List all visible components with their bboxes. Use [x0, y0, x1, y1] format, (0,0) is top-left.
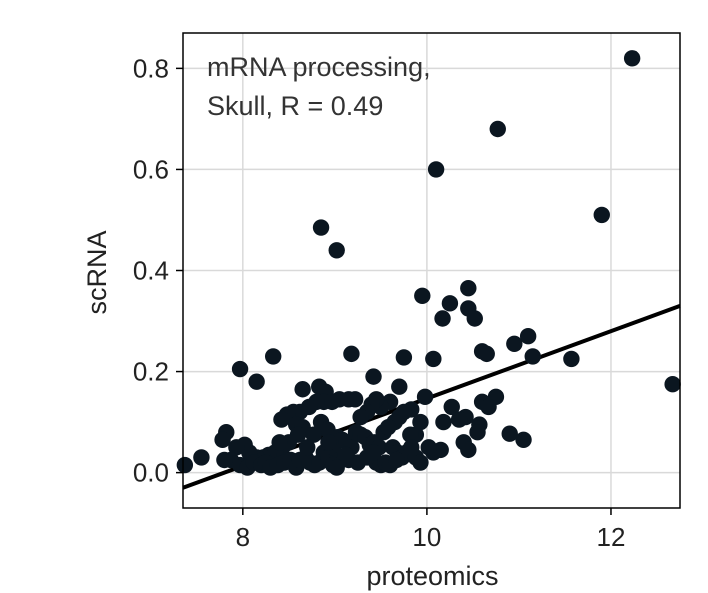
y-tick-label: 0.4 — [133, 256, 169, 286]
data-point — [460, 441, 477, 459]
data-point — [305, 426, 322, 443]
data-point — [294, 381, 311, 398]
data-point — [337, 446, 355, 464]
data-point — [273, 411, 290, 428]
x-tick-label: 12 — [597, 522, 626, 552]
annotation-line-1: mRNA processing, — [207, 52, 431, 82]
data-point — [299, 439, 316, 456]
data-point — [214, 431, 231, 448]
data-point — [623, 50, 641, 67]
data-point — [328, 459, 345, 476]
x-tick-label: 8 — [236, 522, 250, 552]
x-axis-ticks: 8 10 12 — [236, 508, 626, 552]
data-point — [388, 451, 405, 469]
x-tick-label: 10 — [412, 522, 441, 552]
data-point — [480, 398, 497, 416]
data-point — [412, 454, 429, 471]
data-point — [343, 345, 360, 363]
annotation-line-2: Skull, R = 0.49 — [207, 91, 383, 121]
data-point — [524, 348, 541, 365]
data-point — [469, 424, 486, 441]
data-point — [193, 449, 210, 466]
x-axis-label: proteomics — [366, 561, 498, 591]
data-point — [501, 425, 518, 442]
data-point — [593, 206, 610, 224]
data-point — [519, 327, 537, 345]
y-axis-label: scRNA — [82, 230, 112, 314]
data-point — [460, 279, 477, 297]
data-point — [466, 310, 483, 327]
data-point — [435, 413, 452, 431]
data-point — [320, 434, 337, 451]
data-point — [425, 350, 442, 368]
data-point — [664, 375, 681, 393]
data-point — [489, 120, 506, 138]
y-tick-label: 0.0 — [133, 458, 169, 488]
data-point — [365, 444, 382, 461]
data-point — [414, 287, 431, 304]
data-point — [176, 456, 194, 474]
data-point — [216, 451, 233, 469]
data-point — [563, 350, 580, 368]
data-point — [264, 348, 282, 365]
data-point — [228, 439, 245, 456]
data-point — [352, 408, 369, 426]
data-point — [416, 388, 434, 406]
y-tick-label: 0.2 — [133, 357, 169, 387]
data-point — [395, 349, 413, 366]
data-point — [312, 219, 330, 236]
data-point — [478, 345, 495, 363]
data-point — [271, 434, 288, 451]
data-point — [420, 439, 437, 456]
data-point — [515, 431, 532, 448]
y-tick-label: 0.8 — [133, 53, 169, 83]
data-point — [402, 426, 419, 443]
data-point — [443, 398, 460, 416]
data-point — [450, 411, 468, 428]
y-axis-ticks: 0.0 0.2 0.4 0.6 0.8 — [133, 53, 183, 488]
data-point — [434, 310, 451, 327]
data-point — [506, 335, 523, 352]
data-point — [427, 161, 445, 178]
data-point — [380, 418, 397, 436]
data-points — [176, 50, 681, 476]
data-point — [412, 413, 429, 431]
data-point — [248, 373, 265, 390]
data-point — [365, 368, 382, 385]
data-point — [328, 242, 345, 259]
data-point — [391, 378, 408, 395]
y-tick-label: 0.6 — [133, 154, 169, 184]
data-point — [441, 295, 459, 312]
data-point — [231, 360, 249, 378]
